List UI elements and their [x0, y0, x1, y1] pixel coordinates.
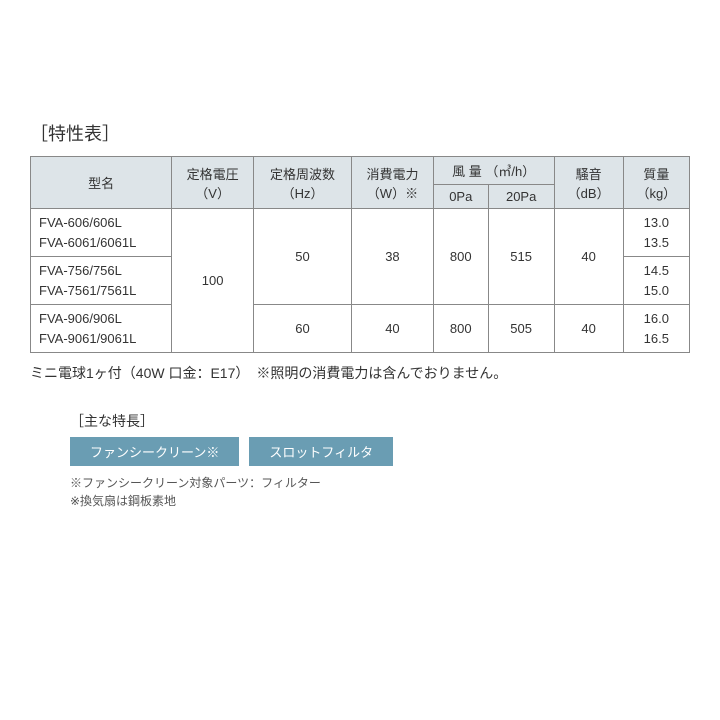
table-row: FVA-906/906LFVA-9061/9061L 60 40 800 505… [31, 305, 690, 353]
cell-air20: 505 [488, 305, 554, 353]
col-freq: 定格周波数（Hz） [253, 157, 351, 209]
table-title: ［特性表］ [30, 120, 690, 146]
cell-voltage: 100 [172, 209, 254, 353]
cell-mass: 16.016.5 [623, 305, 689, 353]
cell-mass: 13.013.5 [623, 209, 689, 257]
col-mass: 質量（kg） [623, 157, 689, 209]
col-power: 消費電力（W）※ [352, 157, 434, 209]
cell-noise: 40 [554, 305, 623, 353]
col-noise: 騒音（dB） [554, 157, 623, 209]
features-block: ［主な特長］ ファンシークリーン※ スロットフィルタ ※ファンシークリーン対象パ… [70, 411, 690, 510]
cell-model: FVA-906/906LFVA-9061/9061L [31, 305, 172, 353]
feature-note: ※ファンシークリーン対象パーツ：フィルター ※換気扇は鋼板素地 [70, 474, 690, 510]
table-footnote: ミニ電球1ヶ付（40W 口金：E17） ※照明の消費電力は含んでおりません。 [30, 363, 690, 383]
cell-air0: 800 [433, 305, 488, 353]
col-model: 型名 [31, 157, 172, 209]
cell-noise: 40 [554, 209, 623, 305]
cell-power: 38 [352, 209, 434, 305]
cell-freq: 60 [253, 305, 351, 353]
cell-freq: 50 [253, 209, 351, 305]
col-airflow-20: 20Pa [488, 185, 554, 209]
badge-fancyclean: ファンシークリーン※ [70, 437, 239, 466]
spec-table: 型名 定格電圧（V） 定格周波数（Hz） 消費電力（W）※ 風 量 （㎥/h） … [30, 156, 690, 353]
cell-air0: 800 [433, 209, 488, 305]
col-airflow: 風 量 （㎥/h） [433, 157, 554, 185]
features-title: ［主な特長］ [70, 411, 690, 431]
table-row: FVA-606/606LFVA-6061/6061L 100 50 38 800… [31, 209, 690, 257]
col-airflow-0: 0Pa [433, 185, 488, 209]
cell-mass: 14.515.0 [623, 257, 689, 305]
col-voltage: 定格電圧（V） [172, 157, 254, 209]
feature-badges: ファンシークリーン※ スロットフィルタ [70, 437, 690, 466]
badge-slotfilter: スロットフィルタ [249, 437, 393, 466]
cell-power: 40 [352, 305, 434, 353]
cell-air20: 515 [488, 209, 554, 305]
cell-model: FVA-756/756LFVA-7561/7561L [31, 257, 172, 305]
cell-model: FVA-606/606LFVA-6061/6061L [31, 209, 172, 257]
